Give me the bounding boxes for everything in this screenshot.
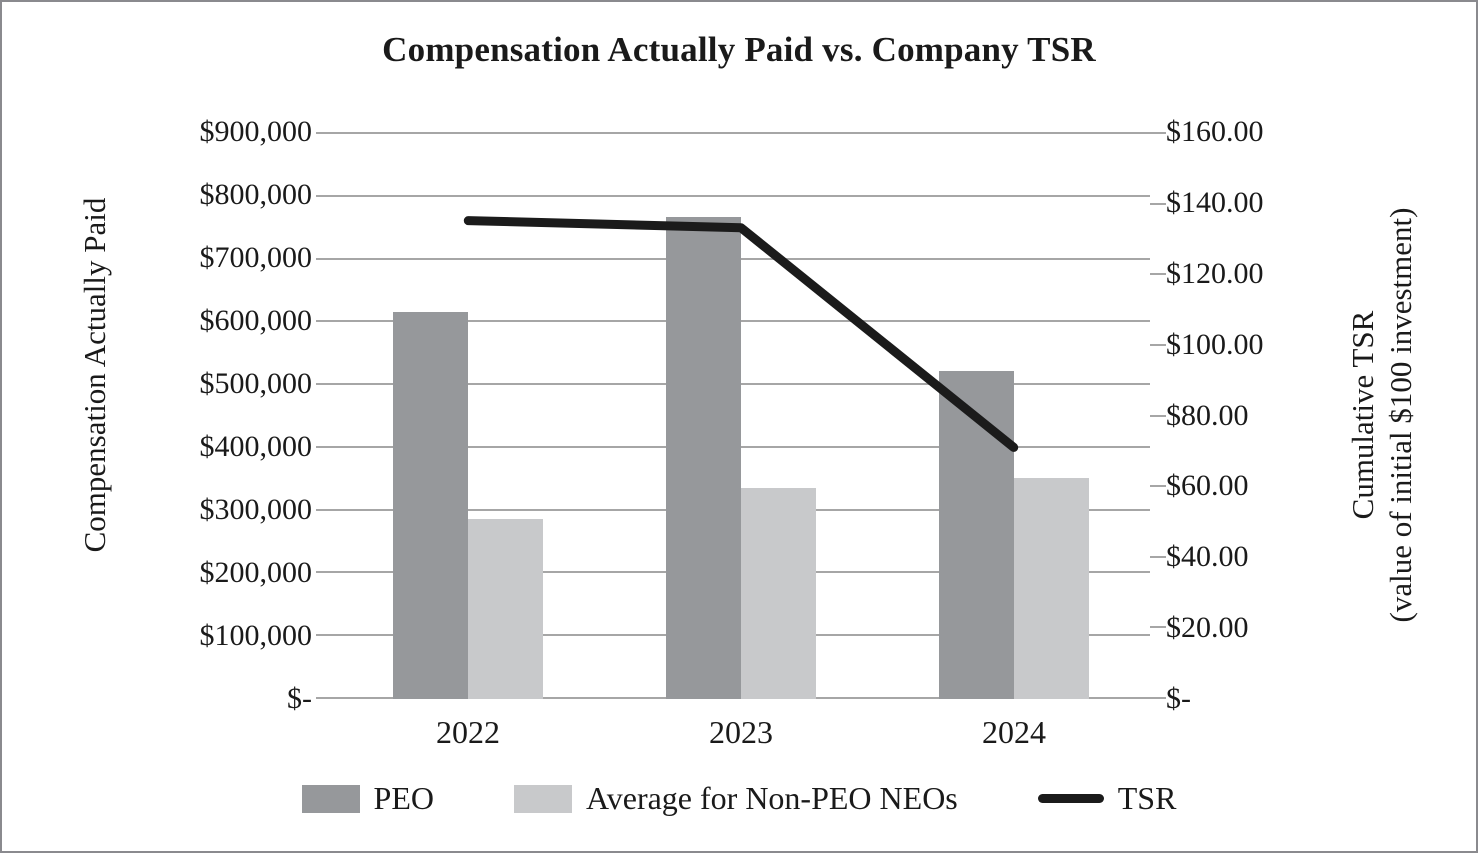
gridline (332, 195, 1150, 197)
right-axis-tick (1150, 203, 1166, 205)
right-axis-tick-label: $80.00 (1166, 399, 1249, 432)
right-axis-tick (1150, 556, 1166, 558)
legend-label-non-peo-avg: Average for Non-PEO NEOs (586, 780, 958, 816)
left-axis-tick (316, 446, 332, 448)
legend-item-tsr: TSR (1037, 780, 1177, 817)
right-axis-tick (1150, 344, 1166, 346)
right-axis-tick-label: $40.00 (1166, 540, 1249, 573)
right-axis-tick (1150, 697, 1166, 699)
right-axis-tick-label: $60.00 (1166, 469, 1249, 502)
left-axis-tick-label: $100,000 (199, 619, 313, 652)
left-axis-tick (316, 697, 332, 699)
left-axis-tick-label: $500,000 (199, 367, 313, 400)
right-axis-tick-labels: $160.00 $140.00 $120.00 $100.00 $80.00 $60.00… (1166, 115, 1466, 715)
legend-line-swatch-tsr (1037, 794, 1104, 803)
left-axis-tick-labels: $900,000 $800,000 $700,000 $600,000 $500,000… (2, 115, 314, 715)
legend-item-non-peo-avg: Average for Non-PEO NEOs (514, 780, 958, 817)
plot-area (316, 132, 1166, 699)
left-axis-tick (316, 509, 332, 511)
bar-peo-2023 (666, 217, 741, 699)
left-axis-tick-label: $900,000 (199, 115, 313, 148)
tsr-line-path (463, 216, 1019, 452)
left-axis-tick (316, 320, 332, 322)
right-axis-tick-label: $100.00 (1166, 328, 1264, 361)
legend-label-peo: PEO (373, 780, 434, 816)
left-axis-tick-label: $400,000 (199, 430, 313, 463)
right-axis-tick-label: $160.00 (1166, 115, 1264, 148)
legend-swatch-peo (301, 784, 360, 813)
bar-non-peo-avg-2023 (741, 488, 816, 699)
bar-non-peo-avg-2022 (468, 519, 543, 699)
left-axis-tick (316, 634, 332, 636)
x-axis-tick-labels: 2022 2023 2024 (332, 714, 1150, 756)
legend-swatch-non-peo-avg (514, 784, 572, 813)
right-axis-tick (1150, 626, 1166, 628)
left-axis-tick (316, 195, 332, 197)
chart-title: Compensation Actually Paid vs. Company T… (382, 30, 1096, 69)
right-axis-tick (1150, 415, 1166, 417)
left-axis-tick-label: $600,000 (199, 304, 313, 337)
left-axis-tick (316, 383, 332, 385)
left-axis-tick-label: $200,000 (199, 556, 313, 589)
left-axis-tick-label: $700,000 (199, 241, 313, 274)
left-axis-tick-label: $300,000 (199, 493, 313, 526)
gridline (332, 258, 1150, 260)
left-axis-tick-label: $800,000 (199, 178, 313, 211)
legend-label-tsr: TSR (1117, 780, 1177, 816)
right-axis-tick (1150, 132, 1166, 134)
left-axis-tick (316, 132, 332, 134)
right-axis-tick-label: $20.00 (1166, 611, 1249, 644)
left-axis-tick-label: $- (287, 682, 312, 715)
left-axis-tick (316, 571, 332, 573)
right-axis-tick-label: $120.00 (1166, 257, 1264, 290)
x-axis-label-2022: 2022 (436, 714, 500, 750)
x-axis-label-2024: 2024 (982, 714, 1046, 750)
x-axis-label-2023: 2023 (709, 714, 773, 750)
legend-item-peo: PEO (301, 780, 434, 817)
legend: PEO Average for Non-PEO NEOs TSR (2, 780, 1476, 817)
left-axis-tick (316, 258, 332, 260)
bar-peo-2024 (939, 371, 1014, 699)
right-axis-tick-label: $140.00 (1166, 186, 1264, 219)
right-axis-tick-label: $- (1166, 682, 1191, 715)
gridline (332, 132, 1150, 134)
bar-peo-2022 (393, 312, 468, 699)
right-axis-tick (1150, 273, 1166, 275)
bar-non-peo-avg-2024 (1014, 478, 1089, 699)
right-axis-tick (1150, 485, 1166, 487)
